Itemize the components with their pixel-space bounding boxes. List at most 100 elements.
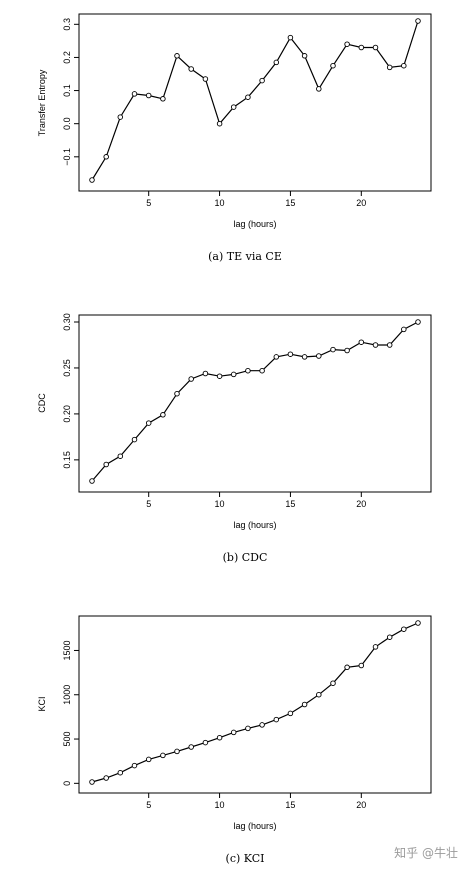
data-point bbox=[401, 326, 407, 333]
y-tick-label: 0.2 bbox=[62, 51, 72, 64]
data-point bbox=[202, 370, 209, 377]
ticks-kci: 5 10 15 20 0 500 1000 1500 bbox=[62, 640, 366, 810]
points-cdc bbox=[89, 319, 421, 484]
data-point bbox=[188, 376, 194, 382]
data-point bbox=[358, 662, 365, 669]
y-tick-label: 1500 bbox=[62, 640, 72, 660]
data-point bbox=[344, 41, 350, 47]
data-point bbox=[216, 373, 223, 379]
x-tick-label: 20 bbox=[356, 198, 366, 208]
y-axis-label-te: Transfer Entropy bbox=[37, 69, 47, 136]
ticks-cdc: 5 10 15 20 0.15 0.20 0.25 0.30 bbox=[62, 313, 366, 509]
watermark: 知乎 @牛壮 bbox=[394, 845, 458, 860]
y-tick-label: 0.25 bbox=[62, 359, 72, 377]
data-point bbox=[131, 436, 138, 443]
data-point bbox=[301, 53, 308, 59]
x-tick-label: 20 bbox=[356, 800, 366, 810]
data-point bbox=[330, 346, 336, 353]
data-point bbox=[103, 154, 109, 160]
x-tick-label: 10 bbox=[215, 800, 225, 810]
data-point bbox=[372, 44, 379, 51]
data-point bbox=[287, 34, 294, 41]
x-axis-label-te: lag (hours) bbox=[233, 219, 276, 229]
data-point bbox=[131, 91, 138, 97]
panel-cdc: 5 10 15 200.150.200.250.30 lag (hours) CDC … bbox=[37, 313, 432, 564]
data-point bbox=[273, 354, 280, 360]
caption-te: (a) TE via CE bbox=[208, 250, 282, 263]
y-tick-label: 0.1 bbox=[62, 84, 72, 97]
data-point bbox=[89, 779, 95, 785]
panel-te-via-ce: 5 10 15 20 −0.1 0.0 0.1 0.2 0.3 lag (hours) Tran… bbox=[37, 13, 432, 263]
panel-kci: 5 10 15 20 0 500 1000 1500 lag (hours) KCI (c) … bbox=[37, 615, 432, 865]
data-point bbox=[259, 367, 265, 374]
data-point bbox=[301, 354, 308, 360]
x-tick-label: 5 bbox=[146, 800, 151, 810]
data-point bbox=[202, 76, 209, 82]
data-point bbox=[415, 620, 421, 626]
x-tick-label: 15 bbox=[285, 198, 295, 208]
data-point bbox=[316, 353, 322, 359]
data-point bbox=[415, 18, 421, 24]
y-tick-label: 0.30 bbox=[62, 313, 72, 331]
data-point bbox=[188, 66, 194, 72]
x-tick-label: 15 bbox=[285, 800, 295, 810]
data-point bbox=[230, 104, 237, 110]
y-axis-label-kci: KCI bbox=[37, 696, 47, 711]
data-point bbox=[131, 762, 138, 769]
x-tick-label: 10 bbox=[215, 198, 225, 208]
y-axis-label-cdc: CDC bbox=[37, 393, 47, 413]
data-point bbox=[117, 114, 124, 120]
data-point bbox=[202, 739, 209, 746]
y-tick-label: 0.3 bbox=[62, 18, 72, 31]
data-point bbox=[330, 680, 336, 686]
data-point bbox=[145, 756, 152, 763]
y-tick-label: 0.0 bbox=[62, 117, 72, 130]
data-point bbox=[344, 347, 350, 354]
series-line-kci bbox=[91, 622, 419, 783]
x-tick-label: 10 bbox=[215, 499, 225, 509]
y-tick-label: 1000 bbox=[62, 685, 72, 705]
data-point bbox=[287, 710, 294, 717]
data-point bbox=[160, 96, 166, 102]
data-point bbox=[89, 177, 95, 183]
data-point bbox=[174, 390, 180, 397]
data-point bbox=[117, 453, 124, 459]
caption-kci: (c) KCI bbox=[226, 852, 265, 865]
series-line-te bbox=[91, 20, 419, 181]
data-point bbox=[259, 722, 265, 728]
data-point bbox=[103, 775, 109, 781]
data-point bbox=[372, 342, 379, 348]
data-point bbox=[245, 94, 251, 100]
data-point bbox=[160, 412, 166, 418]
x-tick-label: 15 bbox=[285, 499, 295, 509]
data-point bbox=[230, 729, 237, 736]
data-point bbox=[401, 62, 407, 69]
data-point bbox=[89, 478, 95, 484]
plot-area-te bbox=[78, 13, 432, 192]
y-tick-label: 0.15 bbox=[62, 451, 72, 469]
data-point bbox=[372, 644, 379, 650]
data-point bbox=[174, 53, 180, 59]
data-point bbox=[117, 769, 124, 776]
data-point bbox=[145, 420, 152, 426]
y-tick-label: −0.1 bbox=[62, 148, 72, 166]
data-point bbox=[273, 716, 280, 723]
data-point bbox=[344, 664, 350, 671]
x-tick-label: 5 bbox=[146, 499, 151, 509]
caption-cdc: (b) CDC bbox=[223, 551, 268, 564]
data-point bbox=[358, 339, 365, 345]
ticks-te: 5 10 15 20 −0.1 0.0 0.1 0.2 0.3 bbox=[62, 18, 366, 208]
data-point bbox=[160, 752, 166, 759]
data-point bbox=[415, 319, 421, 325]
x-axis-label-cdc: lag (hours) bbox=[233, 520, 276, 530]
data-point bbox=[386, 634, 393, 640]
data-point bbox=[230, 371, 237, 378]
x-axis-label-kci: lag (hours) bbox=[233, 821, 276, 831]
data-point bbox=[216, 120, 223, 127]
data-point bbox=[358, 44, 365, 51]
data-point bbox=[401, 626, 407, 632]
x-tick-label: 20 bbox=[356, 499, 366, 509]
data-point bbox=[145, 92, 152, 99]
data-point bbox=[386, 342, 393, 348]
